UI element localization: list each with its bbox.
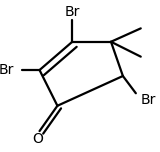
Text: O: O (33, 132, 44, 146)
Text: Br: Br (0, 63, 14, 77)
Text: Br: Br (141, 93, 156, 107)
Text: Br: Br (65, 5, 80, 19)
